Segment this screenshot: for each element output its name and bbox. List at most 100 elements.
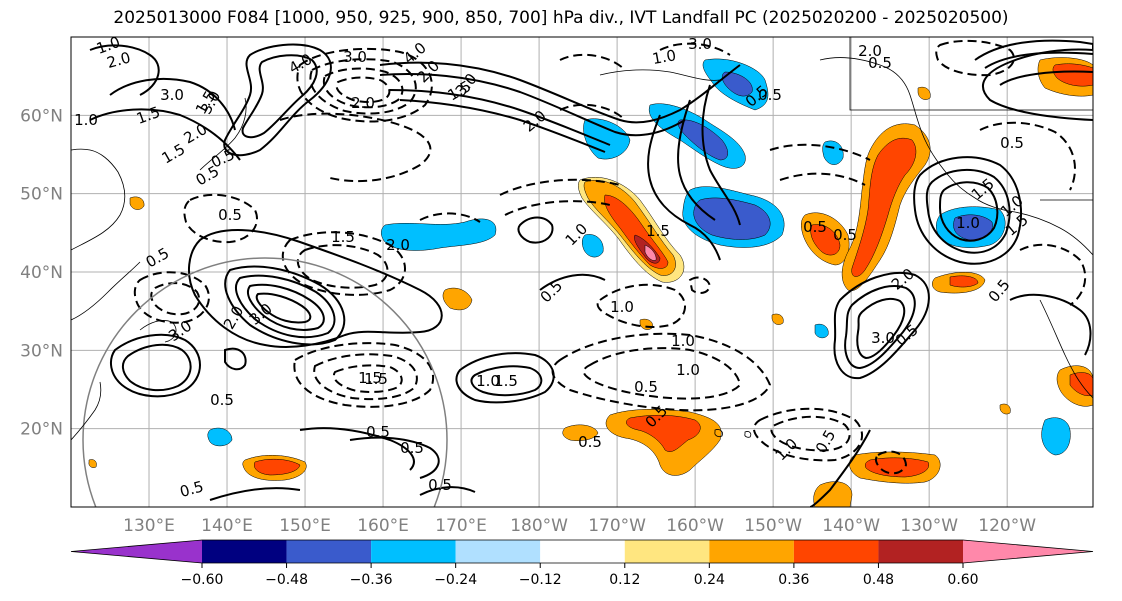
contour-line-negative (659, 42, 731, 56)
coastline (71, 261, 141, 321)
contour-value-label: 2.0 (105, 48, 133, 72)
contour-line (984, 51, 1093, 69)
contour-value-label: 1.5 (494, 372, 518, 390)
contour-value-label: 0.5 (758, 86, 782, 104)
contour-line (470, 365, 543, 397)
pos-region (626, 414, 701, 452)
longitude-tick-label: 120°W (978, 516, 1036, 536)
pos-region (771, 313, 784, 325)
contour-line (241, 54, 318, 139)
contour-value-label: 0.5 (428, 476, 452, 494)
coastline (1039, 299, 1093, 399)
contour-value-label: 3.0 (688, 35, 712, 53)
longitude-tick-label: 180°W (510, 516, 568, 536)
contour-line (349, 436, 440, 479)
contour-line (517, 216, 554, 244)
contour-value-label: 0.5 (1000, 134, 1024, 152)
contour-labels: 1.02.01.53.02.01.01.50.50.50.50.53.04.0 3… (74, 33, 1032, 501)
contour-line (246, 283, 325, 331)
contour-line (701, 84, 741, 226)
longitude-tick-label: 140°E (201, 516, 253, 536)
contour-value-label: 1.5 (331, 228, 355, 246)
contour-line (122, 343, 192, 392)
contour-value-label: 1.0 (956, 214, 980, 232)
contour-line (856, 297, 906, 360)
contour-value-label: 1.0 (676, 361, 700, 379)
contour-line (419, 486, 476, 496)
contour-line-negative (296, 47, 433, 123)
contour-value-label: 0.5 (803, 218, 827, 236)
contour-value-label: 0.5 (868, 54, 892, 72)
contour-line (255, 292, 312, 324)
contour-value-label: 0.5 (210, 391, 234, 409)
neg-region (581, 234, 604, 258)
pos-region (864, 457, 930, 478)
latitude-tick-label: 40°N (20, 263, 63, 283)
contour-line (455, 352, 555, 404)
contour-line-negative (499, 178, 621, 196)
contour-value-label: 1.0 (74, 111, 98, 129)
longitude-tick-label: 170°W (588, 516, 646, 536)
pos-region (442, 287, 473, 311)
contour-line (938, 181, 999, 242)
contour-value-label: 0.5 (833, 226, 857, 244)
coastline (139, 320, 177, 343)
neg-region (1041, 417, 1071, 456)
longitude-tick-label: 130°W (900, 516, 958, 536)
contour-line-negative (281, 231, 406, 296)
contour-value-label: 0.5 (634, 378, 658, 396)
pos-region (644, 244, 657, 261)
pos-region (88, 459, 97, 468)
contour-line-negative (419, 212, 481, 223)
contour-line (224, 347, 247, 371)
contour-value-label: 1.0 (651, 46, 678, 68)
contour-value-label: 1.0 (476, 372, 500, 390)
longitude-tick-label: 150°W (744, 516, 802, 536)
neg-region (381, 218, 497, 251)
contour-line (299, 427, 415, 471)
contour-line-negative (769, 143, 871, 161)
neg-region (207, 427, 233, 447)
contour-line (209, 487, 301, 501)
neg-region (693, 197, 771, 240)
contour-line (1009, 293, 1092, 356)
contour-line-negative (322, 67, 404, 109)
contour-line-negative (335, 76, 391, 104)
pos-region (999, 403, 1011, 415)
contour-line (89, 108, 241, 161)
latitude-tick-label: 30°N (20, 341, 63, 361)
contour-line-negative (596, 283, 686, 328)
contour-line-negative (874, 450, 908, 475)
contour-value-label: 1.0 (610, 298, 634, 316)
coastline (714, 429, 723, 438)
pos-region (254, 458, 301, 476)
pos-region (851, 137, 917, 277)
contour-line-negative (133, 271, 210, 324)
map-frame (70, 36, 1094, 508)
contour-line-negative (770, 415, 851, 452)
contour-value-label: 0.5 (578, 433, 602, 451)
coastline (974, 197, 1093, 256)
coastline (199, 97, 247, 171)
contour-value-label: 2.0 (858, 42, 882, 60)
coastline (849, 37, 1093, 111)
contour-value-label: 1.5 (646, 222, 670, 240)
contour-line (223, 43, 332, 157)
contour-line (379, 61, 741, 124)
contour-line (539, 273, 606, 291)
pos-region (810, 224, 841, 256)
contour-value-label: 1.5 (358, 369, 382, 387)
pos-region (562, 424, 599, 441)
contour-line (379, 73, 686, 137)
contour-value-label: 0.5 (218, 206, 242, 224)
contour-line-negative (309, 58, 417, 115)
contour-line-negative (753, 407, 864, 462)
contour-value-label: 0.5 (400, 439, 424, 457)
map-title: 2025013000 F084 [1000, 950, 925, 900, 85… (113, 8, 1009, 28)
pos-region (129, 196, 145, 210)
contour-line-negative (979, 121, 1076, 191)
contour-value-label: 3.0 (160, 86, 184, 104)
contour-line (399, 99, 606, 153)
contour-value-label: 2.0 (351, 94, 375, 112)
contour-line (109, 333, 201, 398)
